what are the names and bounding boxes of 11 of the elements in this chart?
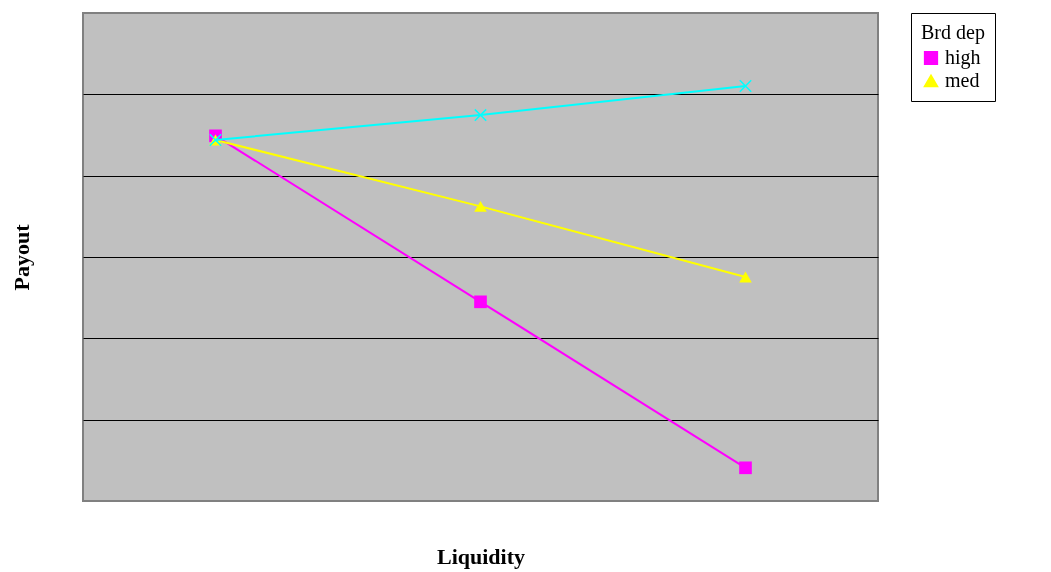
point <box>474 200 487 212</box>
legend-label: med <box>945 69 980 91</box>
point <box>739 461 752 475</box>
point <box>474 108 487 122</box>
point <box>739 79 752 93</box>
point <box>474 295 487 309</box>
legend-title: Brd dep <box>921 21 985 44</box>
legend-label: high <box>945 46 981 69</box>
x-axis-title: Liquidity <box>436 543 526 569</box>
point <box>739 271 752 283</box>
y-axis-title: Payout <box>8 223 34 291</box>
